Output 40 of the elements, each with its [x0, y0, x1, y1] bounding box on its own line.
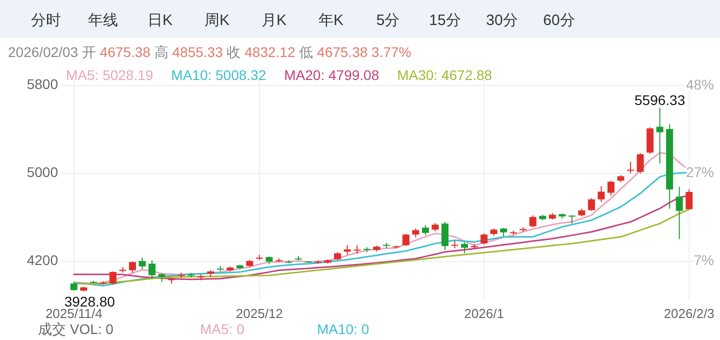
y2-tick-label: 27% — [686, 164, 714, 180]
candlestick — [422, 224, 429, 236]
candlestick — [441, 221, 448, 250]
annotation: 5596.33 — [634, 92, 686, 108]
y-tick-label: 5800 — [26, 76, 58, 92]
candlestick — [138, 257, 146, 270]
candlestick — [529, 214, 536, 228]
text: MA20: 4799.08 — [284, 67, 380, 83]
candlestick — [109, 270, 116, 286]
text: 成交 VOL: 0 — [38, 321, 114, 337]
candlestick — [607, 180, 614, 196]
candlestick — [686, 188, 693, 210]
text: MA5: 0 — [200, 321, 245, 337]
candlestick — [402, 233, 410, 247]
text: MA30: 4672.88 — [397, 67, 492, 83]
tab-bar: 分时 年线 日K 周K 月K 年K 5分 15分 30分 60分 — [0, 0, 720, 38]
text: MA5: 5028.19 — [66, 67, 154, 83]
candlestick — [598, 186, 605, 202]
candlestick — [627, 161, 634, 174]
candlestick — [676, 186, 683, 240]
candlestick — [451, 240, 458, 249]
text: MA10: 0 — [317, 321, 370, 337]
y-tick-label: 5000 — [26, 164, 58, 180]
candlestick — [636, 152, 644, 174]
y2-tick-label: 48% — [686, 76, 714, 92]
y-tick-label: 4200 — [26, 252, 58, 268]
y2-tick-label: 7% — [694, 252, 714, 268]
x-tick-label: 2026/1 — [464, 306, 504, 321]
text: MA10: 5008.32 — [171, 67, 266, 83]
candlestick — [128, 261, 136, 274]
x-tick-label: 2026/2/3 — [664, 306, 714, 321]
candlestick — [354, 245, 361, 254]
candlestick — [656, 107, 664, 164]
chart-title: 2026/02/03 开 4675.38 高 4855.33 收 4832.12 低 4675.38 3.77% — [8, 44, 412, 60]
x-tick-label: 2025/12 — [236, 306, 283, 321]
candlestick — [148, 260, 156, 280]
candlestick — [480, 232, 488, 245]
candlestick — [461, 242, 468, 254]
candlestick — [344, 244, 351, 256]
candlestick — [588, 198, 595, 212]
